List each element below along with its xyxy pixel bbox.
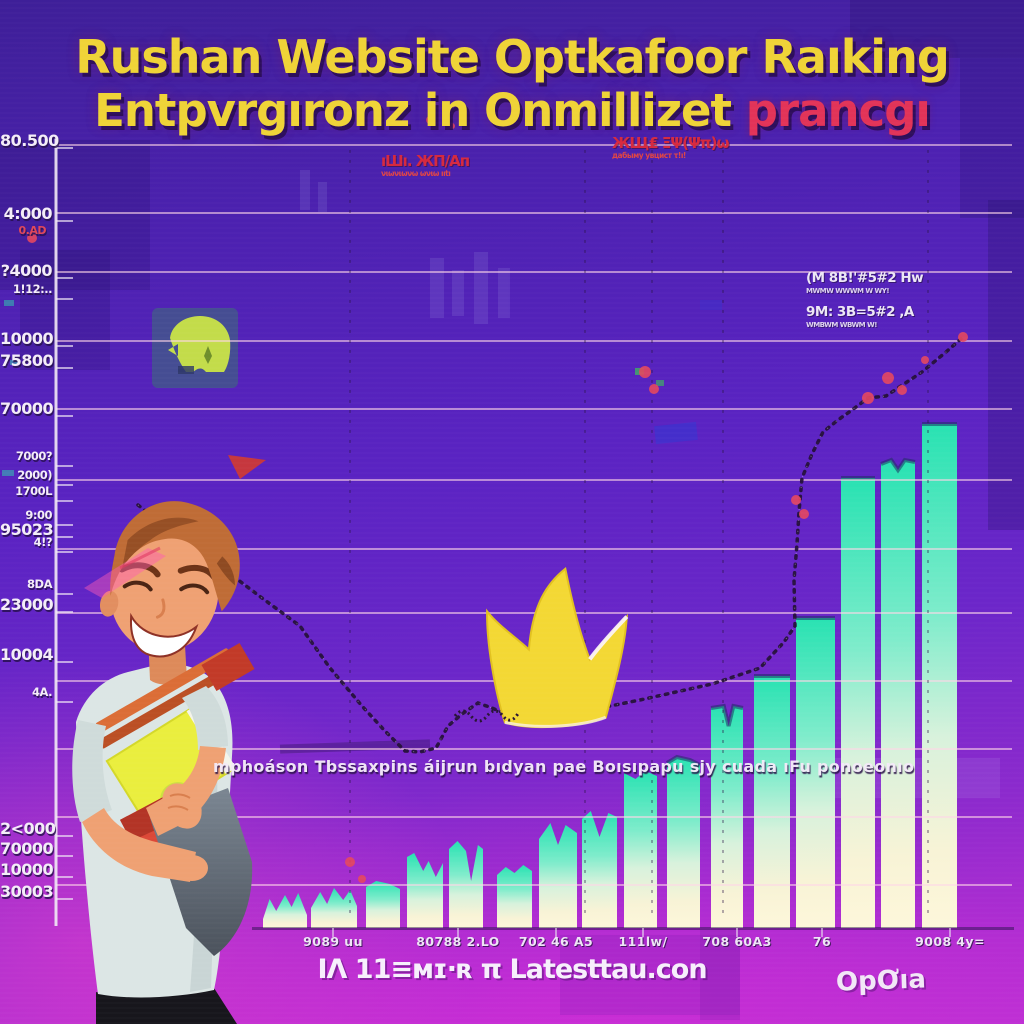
bar (366, 881, 400, 928)
y-axis-tick-label: 30003 (0, 882, 54, 901)
title-line2-accent: prancgı (745, 84, 931, 137)
red-dot (862, 392, 874, 404)
red-block-item (201, 643, 255, 691)
footer-site-text: IΛ 11≡ᴍɪ·ʀ π Latesttau.con (317, 954, 707, 985)
red-dot (27, 233, 37, 243)
y-axis-tick-label: 23000 (0, 595, 54, 614)
green-blob-icon-tile (152, 308, 238, 388)
red-arrow-glitch (228, 455, 266, 479)
white-glitch-text-2: 9M: 3B=5#2 ,A WMBWM WBWM W! (806, 304, 914, 329)
x-axis-tick-label: 702 46 A5 (518, 934, 594, 949)
red-dot (639, 366, 651, 378)
faint-candlestick-texture (300, 170, 510, 324)
y-axis-tick-label: 75800 (0, 351, 54, 370)
y-axis-tick-label: 70000 (0, 839, 54, 858)
y-axis-tick-label: 2<000 (0, 819, 56, 838)
y-axis-tick-label: 7000? (15, 449, 53, 463)
teal-specks (2, 300, 18, 476)
y-axis-tick-label: 1700L (15, 484, 52, 498)
y-axis-tick-label: 95023 (0, 520, 54, 539)
red-dot (358, 875, 366, 883)
bar (754, 676, 790, 928)
x-axis-tick-label: 708 60A3 (702, 934, 772, 949)
bar (667, 757, 700, 928)
red-dot (897, 385, 907, 395)
glitch-fx-overlays (84, 455, 266, 598)
y-axis-tick-label: 9:00 (25, 508, 52, 522)
bar (796, 618, 835, 928)
y-axis-tick-label: 1!12:.. (12, 282, 53, 296)
white-glitch-text-1: (M 8B!'#5#2 Hw MWMW WWWM W WY! (806, 270, 924, 295)
y-axis-tick-label: 10004 (0, 645, 54, 664)
y-axis-tick-label: 4A. (32, 685, 52, 699)
man-illustration (72, 501, 255, 1024)
crown-icon (486, 566, 629, 728)
x-axis-tick-label: 9008 4y= (915, 934, 985, 949)
y-axis-tick-label: 10000 (0, 329, 54, 348)
red-dot (649, 384, 659, 394)
bar (582, 811, 617, 928)
x-axis-tick-label: 111lw/ (618, 934, 668, 949)
bar (407, 853, 443, 928)
bar (263, 893, 307, 928)
orange-sticks (95, 648, 234, 749)
y-axis-tick-label: ?4000 (0, 261, 53, 280)
red-dot (791, 495, 801, 505)
x-axis-tick-label: 80788 2.LO (416, 934, 500, 949)
x-axis-tick-label: 76 (812, 934, 832, 949)
bar (497, 865, 532, 928)
axes (54, 138, 1014, 937)
y-axis-tick-label: 2000) (17, 468, 52, 482)
red-dot (449, 123, 455, 129)
y-axis-tick-label: 70000 (0, 399, 54, 418)
bar (311, 888, 357, 928)
red-dot (426, 116, 434, 124)
y-axis-tick-label: 4!? (33, 535, 53, 549)
red-dot (345, 857, 355, 867)
red-dot (958, 332, 968, 342)
bar (841, 478, 875, 928)
man-head (99, 501, 240, 658)
y-axis-tick-label: 4:000 (3, 204, 53, 223)
poster-title-line1: Rushan Website Optkafoor Raıking (75, 30, 950, 84)
red-glitch-text-a: ıШı. ЖП/Ап νιωνιωνω ωνιω ııtı (381, 152, 470, 178)
red-dot (921, 356, 929, 364)
red-dot (799, 509, 809, 519)
y-axis-tick-label: 10000 (0, 860, 54, 879)
bar (624, 771, 657, 928)
red-data-dots (27, 116, 968, 883)
dotted-trend-line (136, 336, 964, 754)
red-glitch-text-b: ЖЩ₤ ΞΨ(Ψπ)ω дабыму увцист τ!ı! (612, 134, 729, 160)
bar (539, 823, 577, 928)
x-axis-tick-label: 9089 uu (303, 934, 363, 949)
footer-right-text: OpƠıa (835, 964, 927, 998)
garbled-overlay-band-text: mphoáson Tbssaxpins áijrun bıdyan pae Bo… (213, 757, 915, 776)
poster-title-line2: Entpvrgıronz in Onmillizet prancgı (0, 84, 1024, 137)
y-axis-tick-label: 80.500 (0, 131, 59, 150)
y-axis-tick-label: 8DA (27, 577, 52, 591)
red-dot (882, 372, 894, 384)
title-line2-main: Entpvrgıronz in Onmillizet (94, 84, 746, 137)
bar (881, 460, 915, 928)
y-axis-red-glitch-label: 0.AD (18, 224, 47, 237)
